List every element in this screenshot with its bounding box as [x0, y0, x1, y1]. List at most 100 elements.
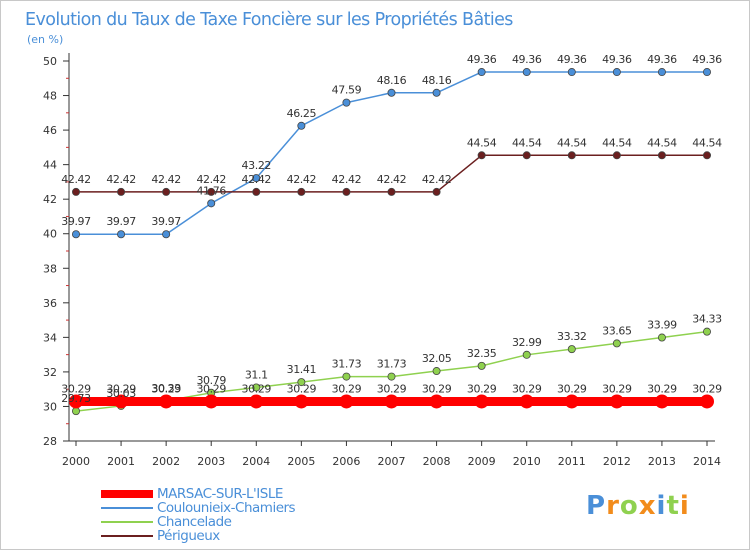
- x-tick-label: 2008: [423, 455, 451, 468]
- data-point: [159, 394, 174, 409]
- data-point: [474, 394, 489, 409]
- legend-item: Chancelade: [101, 515, 295, 529]
- data-label: 31.41: [287, 363, 317, 376]
- legend-item: MARSAC-SUR-L'ISLE: [101, 487, 295, 501]
- data-point: [117, 187, 126, 196]
- data-point: [432, 187, 441, 196]
- data-point: [612, 151, 621, 160]
- data-point: [297, 187, 306, 196]
- x-tick-label: 2014: [693, 455, 721, 468]
- data-label: 30.29: [377, 382, 407, 395]
- data-label: 44.54: [692, 136, 722, 149]
- data-point: [339, 394, 354, 409]
- data-point: [252, 383, 261, 392]
- y-tick-label: 50: [43, 55, 57, 68]
- legend-swatch: [101, 535, 153, 537]
- x-tick-label: 2006: [332, 455, 360, 468]
- data-point: [72, 230, 81, 239]
- data-point: [612, 68, 621, 77]
- data-label: 30.29: [512, 382, 542, 395]
- data-point: [72, 407, 81, 416]
- data-label: 30.29: [287, 382, 317, 395]
- data-label: 39.97: [106, 215, 136, 228]
- data-point: [207, 187, 216, 196]
- x-tick-label: 2003: [197, 455, 225, 468]
- data-point: [387, 187, 396, 196]
- data-label: 42.42: [196, 173, 226, 186]
- data-label: 42.42: [422, 173, 452, 186]
- data-label: 47.59: [332, 84, 362, 97]
- y-tick-label: 36: [43, 297, 57, 310]
- data-label: 32.99: [512, 336, 542, 349]
- data-point: [162, 187, 171, 196]
- logo-letter: r: [606, 491, 620, 521]
- data-label: 32.05: [422, 352, 452, 365]
- data-label: 44.54: [467, 136, 497, 149]
- data-label: 48.16: [377, 74, 407, 87]
- logo-letter: x: [638, 491, 657, 521]
- legend-label: Périgueux: [157, 528, 220, 544]
- y-tick-label: 34: [43, 331, 57, 344]
- x-tick-label: 2005: [287, 455, 315, 468]
- data-label: 30.29: [242, 382, 272, 395]
- data-label: 42.42: [242, 173, 272, 186]
- y-tick-label: 44: [43, 159, 57, 172]
- data-label: 30.29: [557, 382, 587, 395]
- x-tick-label: 2004: [242, 455, 270, 468]
- data-label: 42.42: [332, 173, 362, 186]
- data-label: 30.29: [422, 382, 452, 395]
- data-point: [162, 230, 171, 239]
- data-point: [69, 394, 83, 409]
- data-point: [477, 68, 486, 77]
- data-point: [387, 88, 396, 97]
- data-point: [654, 394, 669, 409]
- data-point: [567, 68, 576, 77]
- data-point: [207, 199, 216, 208]
- data-point: [252, 174, 261, 183]
- y-tick-label: 30: [43, 400, 57, 413]
- data-label: 30.29: [332, 382, 362, 395]
- x-tick-label: 2007: [378, 455, 406, 468]
- logo-letter: i: [656, 491, 667, 521]
- data-label: 30.29: [106, 382, 136, 395]
- data-label: 29.73: [61, 392, 91, 405]
- y-tick-label: 38: [43, 262, 57, 275]
- data-point: [477, 361, 486, 370]
- x-tick-label: 2000: [62, 455, 90, 468]
- logo-letter: P: [586, 491, 607, 521]
- data-point: [342, 372, 351, 381]
- data-label: 30.29: [196, 382, 226, 395]
- data-point: [703, 68, 712, 77]
- y-tick-label: 40: [43, 228, 57, 241]
- data-point: [703, 151, 712, 160]
- legend-item: Périgueux: [101, 529, 295, 543]
- data-point: [522, 151, 531, 160]
- data-label: 41.76: [196, 184, 226, 197]
- data-point: [567, 345, 576, 354]
- data-point: [609, 394, 624, 409]
- data-point: [564, 394, 579, 409]
- proxiti-logo: Proxiti: [586, 491, 690, 521]
- data-point: [429, 394, 444, 409]
- data-point: [432, 367, 441, 376]
- legend: MARSAC-SUR-L'ISLE Coulounieix-Chamiers C…: [101, 487, 296, 543]
- data-point: [342, 187, 351, 196]
- data-point: [657, 151, 666, 160]
- data-label: 46.25: [287, 107, 317, 120]
- data-point: [249, 394, 264, 409]
- data-label: 44.54: [512, 136, 542, 149]
- x-tick-label: 2001: [107, 455, 135, 468]
- data-label: 44.54: [557, 136, 587, 149]
- legend-label: Chancelade: [157, 514, 232, 530]
- y-tick-label: 28: [43, 435, 57, 448]
- series-points: [69, 68, 714, 416]
- data-label: 30.03: [106, 387, 136, 400]
- data-point: [519, 394, 534, 409]
- data-label: 30.29: [602, 382, 632, 395]
- data-label: 31.73: [377, 358, 407, 371]
- data-label: 30.33: [151, 382, 181, 395]
- data-label: 30.29: [467, 382, 497, 395]
- legend-swatch: [101, 521, 153, 523]
